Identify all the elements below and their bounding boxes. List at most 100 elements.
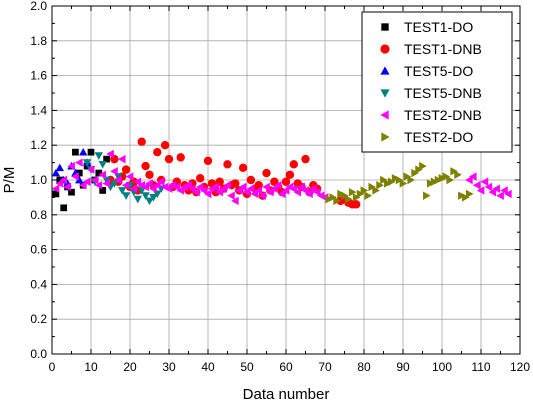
data-point-test1-dnb bbox=[238, 163, 248, 173]
data-point-test2-dnb bbox=[59, 175, 68, 185]
data-point-test5-dnb bbox=[98, 160, 107, 169]
data-point-test2-dnb bbox=[172, 182, 181, 192]
data-point-test2-do bbox=[372, 186, 380, 195]
legend-marker-test1-dnb bbox=[380, 44, 390, 54]
data-point-test1-dnb bbox=[153, 147, 162, 157]
data-point-test2-dnb bbox=[223, 181, 231, 190]
data-point-test2-do bbox=[442, 172, 451, 181]
y-tick-label: 0.4 bbox=[30, 277, 47, 291]
x-tick-label: 70 bbox=[318, 360, 332, 374]
data-point-test2-dnb bbox=[118, 154, 126, 164]
data-point-test2-do bbox=[341, 191, 349, 200]
x-tick-label: 40 bbox=[201, 360, 215, 374]
data-point-test2-dnb bbox=[75, 158, 83, 167]
data-point-test1-dnb bbox=[285, 170, 295, 179]
x-tick-label: 20 bbox=[123, 360, 137, 374]
data-point-test2-dnb bbox=[196, 182, 204, 192]
data-point-test2-dnb bbox=[231, 196, 239, 206]
x-tick-label: 60 bbox=[279, 360, 293, 374]
data-point-test2-do bbox=[348, 187, 357, 197]
data-point-test2-do bbox=[411, 168, 419, 178]
legend-marker-test2-dnb bbox=[380, 110, 389, 120]
data-point-test2-dnb bbox=[277, 189, 286, 199]
data-point-test2-do bbox=[423, 191, 431, 200]
data-point-test2-dnb bbox=[133, 177, 142, 186]
data-point-test2-dnb bbox=[121, 181, 130, 190]
data-point-test2-dnb bbox=[199, 186, 208, 195]
data-point-test1-do bbox=[103, 155, 110, 163]
data-point-test2-dnb bbox=[281, 186, 290, 195]
data-point-test2-dnb bbox=[157, 177, 165, 186]
data-point-test1-dnb bbox=[203, 156, 213, 166]
data-point-test2-do bbox=[333, 196, 341, 206]
data-point-test2-do bbox=[376, 181, 384, 190]
axis-ticks bbox=[51, 5, 521, 355]
data-point-test5-dnb bbox=[118, 187, 127, 195]
data-point-test2-dnb bbox=[71, 172, 79, 181]
data-point-test1-dnb bbox=[196, 174, 205, 183]
legend-marker-test1-do bbox=[381, 23, 389, 31]
data-point-test2-dnb bbox=[274, 181, 282, 190]
data-point-test2-do bbox=[415, 165, 423, 174]
data-point-test5-do bbox=[51, 168, 61, 177]
legend-marker-test5-dnb bbox=[380, 89, 390, 98]
y-tick-label: 0.8 bbox=[30, 208, 47, 222]
y-axis-title: P/M bbox=[1, 167, 18, 194]
data-point-test1-do bbox=[72, 148, 79, 156]
data-point-test2-dnb bbox=[82, 177, 91, 186]
data-point-test2-do bbox=[430, 177, 439, 186]
data-point-test2-dnb bbox=[188, 184, 196, 193]
legend-box bbox=[361, 11, 513, 153]
data-point-test5-dnb bbox=[137, 187, 146, 195]
data-point-test2-dnb bbox=[313, 187, 321, 197]
data-point-test2-dnb bbox=[309, 184, 317, 193]
data-point-test2-dnb bbox=[250, 189, 259, 199]
x-axis-tick-labels: 0 10 20 30 40 50 60 70 80 90 100 110 120 bbox=[49, 360, 531, 374]
data-point-test1-dnb bbox=[141, 161, 150, 171]
legend-label: TEST2-DNB bbox=[404, 107, 482, 123]
data-point-test2-dnb bbox=[51, 184, 60, 193]
data-point-test2-dnb bbox=[476, 186, 485, 195]
data-point-test2-do bbox=[395, 175, 404, 185]
y-tick-label: 1.4 bbox=[30, 103, 47, 117]
data-point-test2-dnb bbox=[262, 182, 270, 192]
data-point-test1-dnb bbox=[223, 160, 232, 169]
data-point-test5-dnb bbox=[153, 190, 162, 199]
data-point-test2-dnb bbox=[293, 187, 302, 197]
data-point-test5-dnb bbox=[149, 194, 158, 202]
data-point-test2-dnb bbox=[79, 181, 87, 190]
data-point-test1-dnb bbox=[262, 168, 271, 178]
data-point-test2-do bbox=[462, 193, 470, 202]
data-point-test2-do bbox=[360, 186, 369, 195]
data-point-test2-do bbox=[368, 182, 376, 192]
data-point-test2-dnb bbox=[129, 184, 138, 193]
data-point-test2-do bbox=[387, 177, 396, 186]
data-point-test2-dnb bbox=[235, 186, 243, 195]
data-point-test1-do bbox=[52, 190, 60, 198]
data-point-test2-dnb bbox=[164, 184, 173, 193]
data-point-test2-do bbox=[391, 174, 400, 183]
data-point-test5-do bbox=[79, 147, 88, 156]
legend-marker-test2-do bbox=[381, 132, 390, 142]
y-tick-label: 0.6 bbox=[30, 243, 47, 257]
legend-label: TEST5-DO bbox=[404, 63, 473, 79]
data-point-test2-dnb bbox=[305, 189, 313, 199]
x-axis-title: Data number bbox=[243, 386, 330, 403]
y-tick-label: 1.0 bbox=[30, 173, 47, 187]
y-tick-label: 2.0 bbox=[30, 0, 47, 13]
data-point-test2-do bbox=[384, 179, 392, 188]
data-point-test2-dnb bbox=[98, 170, 107, 179]
y-tick-label: 1.6 bbox=[30, 69, 47, 83]
data-point-test1-dnb bbox=[281, 177, 291, 186]
data-point-test2-dnb bbox=[289, 184, 298, 193]
data-point-test2-dnb bbox=[153, 181, 161, 190]
data-point-test2-dnb bbox=[270, 184, 278, 193]
data-point-test1-dnb bbox=[145, 170, 154, 179]
data-point-test2-dnb bbox=[90, 175, 99, 185]
data-point-test2-dnb bbox=[246, 184, 255, 193]
data-point-test2-dnb bbox=[488, 187, 497, 197]
data-point-test5-do bbox=[75, 175, 84, 184]
data-point-test1-dnb bbox=[137, 137, 146, 146]
y-tick-label: 0.0 bbox=[30, 347, 47, 361]
data-point-test2-dnb bbox=[149, 184, 157, 193]
